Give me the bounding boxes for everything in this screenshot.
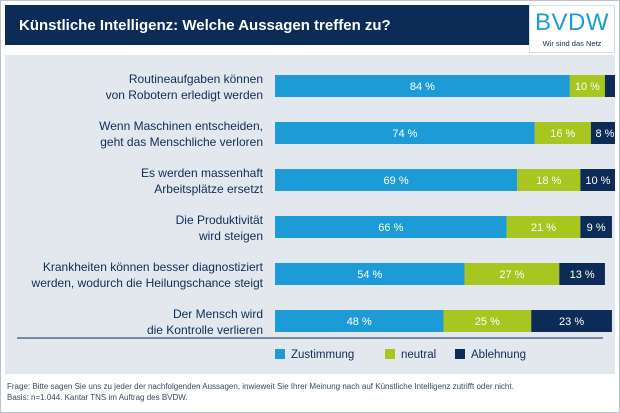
- legend-label-neutral: neutral: [401, 349, 436, 361]
- category-label-line: Die Produktivität: [176, 213, 264, 227]
- bar-segment-zustimmung: [275, 310, 444, 332]
- footer-note: Frage: Bitte sagen Sie uns zu jeder der …: [7, 381, 613, 403]
- bar-segment-ablehnung: [559, 263, 605, 285]
- legend-swatch-zustimmung: [275, 349, 285, 359]
- category-label: Routineaufgaben können von Robotern erled…: [106, 72, 263, 102]
- category-label-line: wird steigen: [198, 229, 263, 243]
- logo-subtitle: Wir sind das Netz: [542, 39, 602, 48]
- bar-segment-ablehnung: [604, 75, 615, 97]
- legend-label-ablehnung: Ablehnung: [471, 349, 526, 361]
- logo-text: BVDW: [535, 9, 609, 36]
- category-label: Es werden massenhaft Arbeitsplätze ersetz…: [141, 166, 264, 196]
- bar-segment-ablehnung: [580, 169, 615, 191]
- stacked-bar-chart: Routineaufgaben können von Robotern erled…: [17, 72, 615, 361]
- legend-label-zustimmung: Zustimmung: [291, 349, 354, 361]
- header-bar: Künstliche Intelligenz: Welche Aussagen …: [5, 5, 615, 45]
- category-label: Die Produktivität wird steigen: [176, 213, 264, 243]
- bar-segment-neutral: [534, 122, 591, 144]
- bar-segment-zustimmung: [275, 169, 518, 191]
- category-label-line: Routineaufgaben können: [129, 72, 263, 86]
- chart-title: Künstliche Intelligenz: Welche Aussagen …: [19, 17, 391, 34]
- data-label: 27 %: [499, 269, 524, 281]
- bar-segment-neutral: [464, 263, 560, 285]
- footer-base: Basis: n=1.044. Kantar TNS im Auftrag de…: [7, 393, 188, 402]
- bar-segment-neutral: [443, 310, 532, 332]
- bar-segment-zustimmung: [275, 122, 535, 144]
- data-label: 9 %: [587, 222, 606, 234]
- bar-segment-neutral: [517, 169, 581, 191]
- category-label-line: Der Mensch wird: [173, 307, 263, 321]
- data-label: 16 %: [550, 128, 575, 140]
- category-label-line: Es werden massenhaft: [141, 166, 264, 180]
- bar-segment-zustimmung: [275, 75, 570, 97]
- category-label-line: Krankheiten können besser diagnostiziert: [43, 260, 264, 274]
- chart-panel: Routineaufgaben können von Robotern erled…: [5, 55, 615, 374]
- data-label: 74 %: [392, 128, 417, 140]
- bvdw-logo: BVDW Wir sind das Netz: [529, 5, 615, 53]
- category-label-line: Arbeitsplätze ersetzt: [154, 182, 263, 196]
- bar-segment-neutral: [569, 75, 605, 97]
- category-label: Der Mensch wird die Kontrolle verlieren: [147, 307, 263, 337]
- bar-segment-neutral: [506, 216, 581, 238]
- category-label-line: die Kontrolle verlieren: [147, 323, 263, 337]
- data-label: 48 %: [347, 316, 372, 328]
- data-label: 21 %: [531, 222, 556, 234]
- bar-segment-zustimmung: [275, 216, 507, 238]
- data-label: 54 %: [357, 269, 382, 281]
- data-label: 84 %: [410, 81, 435, 93]
- footer-question: Frage: Bitte sagen Sie uns zu jeder der …: [7, 382, 514, 391]
- data-label: 23 %: [559, 316, 584, 328]
- bar-segment-ablehnung: [531, 310, 612, 332]
- data-label: 8 %: [595, 128, 614, 140]
- data-label: 10 %: [575, 81, 600, 93]
- data-label: 18 %: [536, 175, 561, 187]
- data-label: 69 %: [384, 175, 409, 187]
- bar-segment-ablehnung: [580, 216, 612, 238]
- bar-segment-ablehnung: [590, 122, 615, 144]
- data-label: 25 %: [475, 316, 500, 328]
- bar-segment-zustimmung: [275, 263, 465, 285]
- category-label-line: geht das Menschliche verloren: [100, 135, 263, 149]
- category-label: Krankheiten können besser diagnostiziert…: [31, 260, 264, 290]
- legend-swatch-ablehnung: [455, 349, 465, 359]
- data-label: 10 %: [585, 175, 610, 187]
- category-label-line: werden, wodurch die Heilungschance steig…: [31, 276, 264, 290]
- legend-swatch-neutral: [385, 349, 395, 359]
- category-label-line: Wenn Maschinen entscheiden,: [99, 119, 263, 133]
- data-label: 66 %: [378, 222, 403, 234]
- data-label: 13 %: [570, 269, 595, 281]
- category-label: Wenn Maschinen entscheiden, geht das Mens…: [99, 119, 263, 149]
- category-label-line: von Robotern erledigt werden: [106, 88, 263, 102]
